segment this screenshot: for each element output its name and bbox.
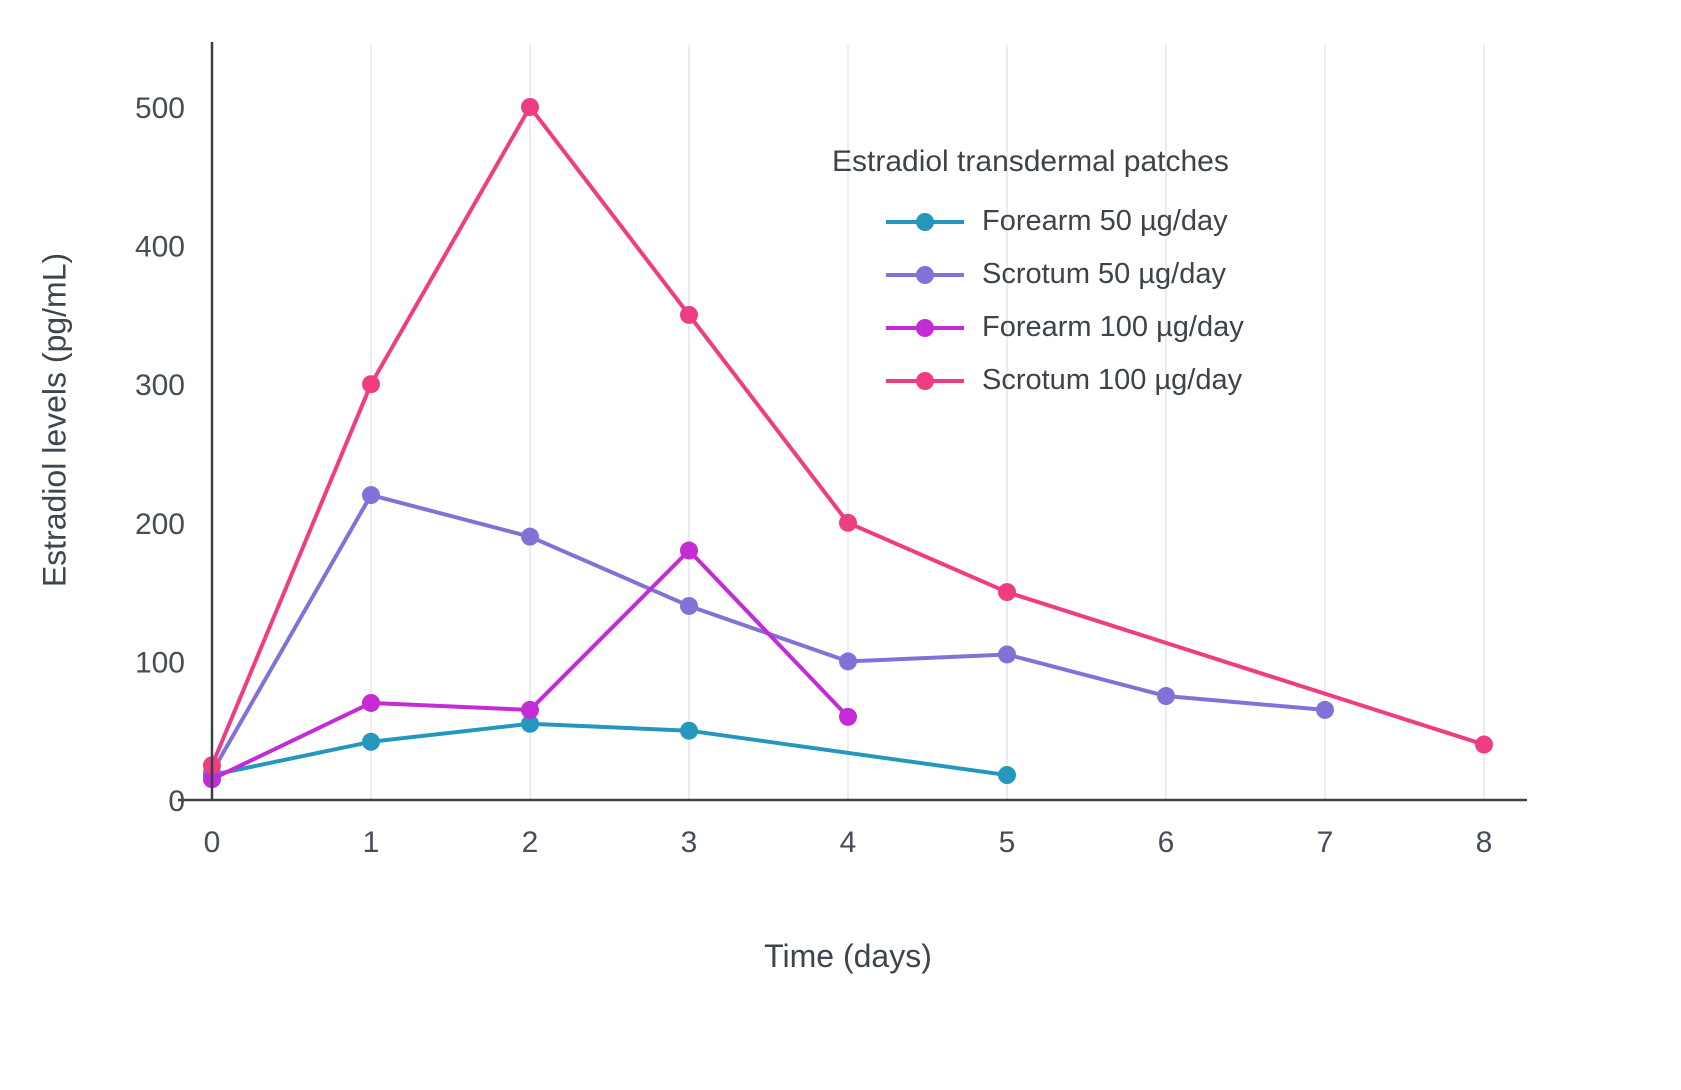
data-point[interactable]	[1316, 700, 1334, 719]
data-point[interactable]	[521, 714, 539, 733]
x-tick-label: 0	[204, 826, 221, 859]
data-point[interactable]	[521, 700, 539, 719]
x-tick-label: 6	[1158, 826, 1175, 859]
y-tick-label: 500	[135, 92, 185, 125]
legend-label: Forearm 100 µg/day	[982, 311, 1244, 343]
data-point[interactable]	[362, 486, 380, 505]
y-tick-label: 0	[168, 785, 185, 818]
legend-sample	[886, 212, 964, 231]
data-point[interactable]	[362, 693, 380, 712]
data-point[interactable]	[521, 98, 539, 116]
legend: Estradiol transdermal patches Forearm 50…	[826, 145, 1244, 407]
data-point[interactable]	[839, 652, 857, 671]
legend-label: Scrotum 50 µg/day	[982, 258, 1226, 290]
legend-sample	[886, 318, 964, 337]
data-point[interactable]	[998, 766, 1016, 785]
data-point[interactable]	[362, 375, 380, 394]
legend-entry-0[interactable]: Forearm 50 µg/day	[826, 195, 1244, 248]
x-axis-title: Time (days)	[764, 938, 932, 974]
x-tick-label: 4	[840, 826, 857, 859]
series-line-0	[210, 721, 1009, 778]
legend-entry-2[interactable]: Forearm 100 µg/day	[826, 301, 1244, 354]
x-tick-label: 1	[363, 826, 380, 859]
data-point[interactable]	[998, 645, 1016, 664]
y-tick-label: 400	[135, 231, 185, 264]
legend-title: Estradiol transdermal patches	[832, 145, 1229, 178]
legend-label: Scrotum 100 µg/day	[982, 364, 1243, 396]
y-tick-label: 300	[135, 369, 185, 402]
data-point[interactable]	[1157, 687, 1175, 706]
legend-label: Forearm 50 µg/day	[982, 205, 1228, 237]
data-point[interactable]	[839, 707, 857, 726]
y-axis-title: Estradiol levels (pg/mL)	[36, 252, 73, 588]
data-point[interactable]	[362, 732, 380, 751]
data-point[interactable]	[521, 527, 539, 546]
legend-sample	[886, 265, 964, 284]
x-tick-label: 5	[999, 826, 1016, 859]
data-point[interactable]	[1475, 735, 1493, 754]
data-point[interactable]	[680, 721, 698, 740]
legend-entry-3[interactable]: Scrotum 100 µg/day	[826, 354, 1244, 407]
x-tick-label: 8	[1476, 826, 1493, 859]
x-tick-label: 3	[681, 826, 698, 859]
data-point[interactable]	[680, 596, 698, 615]
data-point[interactable]	[839, 513, 857, 532]
data-point[interactable]	[680, 305, 698, 324]
legend-sample	[886, 371, 964, 390]
data-point[interactable]	[680, 541, 698, 560]
y-tick-label: 200	[135, 508, 185, 541]
legend-entries: Forearm 50 µg/day Scrotum 50 µg/day Forear…	[826, 195, 1244, 407]
data-point[interactable]	[998, 583, 1016, 602]
x-tick-label: 2	[522, 826, 539, 859]
y-tick-label: 100	[135, 646, 185, 679]
legend-entry-1[interactable]: Scrotum 50 µg/day	[826, 248, 1244, 301]
x-tick-label: 7	[1317, 826, 1334, 859]
